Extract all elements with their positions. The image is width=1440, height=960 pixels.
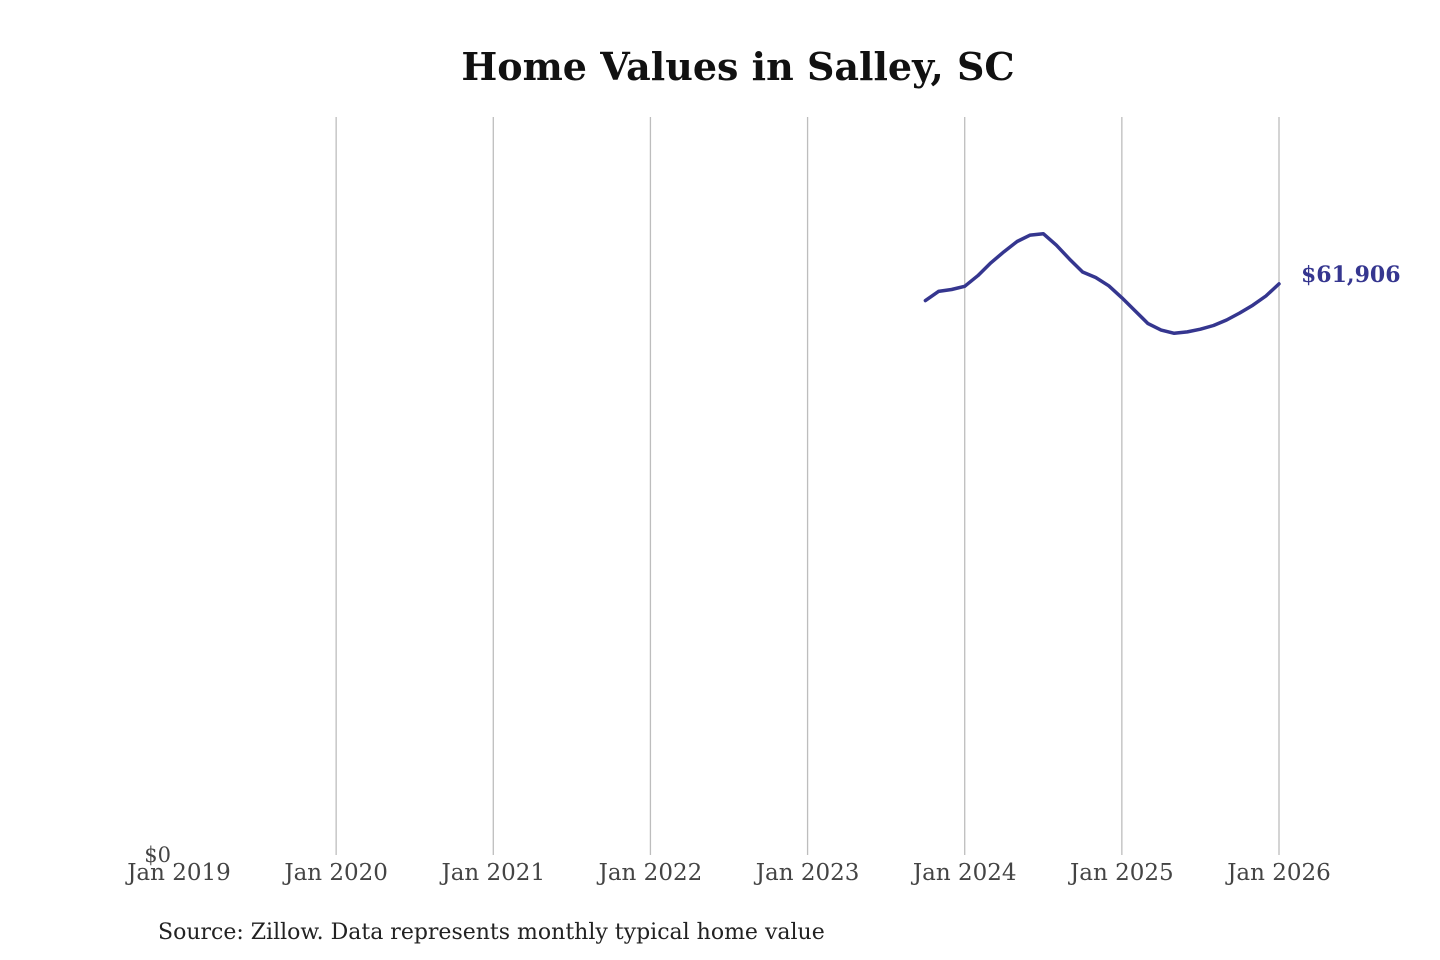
x-axis-ticks: Jan 2019 Jan 2020 Jan 2021 Jan 2022 Jan 2023… [125, 860, 1331, 886]
x-tick-label: Jan 2021 [439, 860, 545, 886]
x-tick-label: Jan 2023 [754, 860, 860, 886]
chart-title: Home Values in Salley, SC [461, 44, 1014, 89]
end-value-label: $61,906 [1301, 262, 1401, 288]
series-layer [923, 231, 1281, 336]
x-tick-label: Jan 2025 [1068, 860, 1174, 886]
grid-lines [335, 117, 1280, 855]
y-axis-ticks: $0 [144, 843, 171, 867]
x-tick-label: Jan 2026 [1225, 860, 1331, 886]
x-tick-label: Jan 2022 [597, 860, 703, 886]
x-tick-label: Jan 2019 [125, 860, 231, 886]
x-tick-label: Jan 2024 [911, 860, 1017, 886]
x-tick-label: Jan 2020 [282, 860, 388, 886]
series-line [923, 231, 1281, 336]
source-note: Source: Zillow. Data represents monthly … [158, 920, 825, 945]
y-tick-label: $0 [144, 843, 171, 867]
